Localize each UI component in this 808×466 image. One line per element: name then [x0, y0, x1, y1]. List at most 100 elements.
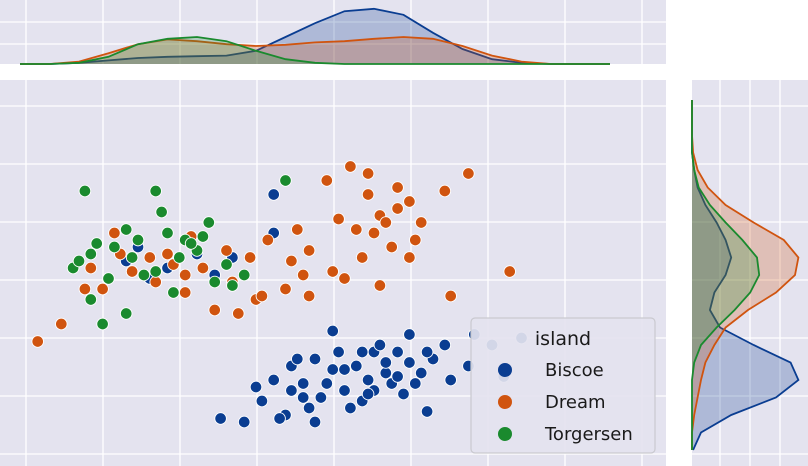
point-torgersen — [119, 307, 133, 320]
point-biscoe — [397, 387, 410, 401]
point-torgersen — [279, 174, 292, 187]
point-biscoe — [338, 384, 351, 397]
point-torgersen — [108, 240, 121, 254]
point-dream — [391, 202, 404, 215]
point-dream — [361, 188, 375, 201]
point-biscoe — [444, 373, 457, 387]
point-torgersen — [90, 237, 103, 250]
point-dream — [220, 244, 233, 257]
point-dream — [409, 233, 422, 247]
legend-marker-biscoe — [498, 363, 512, 377]
legend-marker-torgersen — [498, 427, 512, 441]
point-dream — [414, 216, 428, 229]
point-dream — [379, 216, 393, 229]
point-torgersen — [208, 275, 221, 289]
legend-marker-dream — [498, 395, 512, 409]
point-dream — [344, 160, 357, 173]
point-biscoe — [403, 356, 416, 369]
marginal-x-kde — [20, 7, 610, 65]
point-dream — [261, 233, 275, 247]
point-biscoe — [255, 394, 269, 408]
point-biscoe — [214, 412, 227, 425]
point-biscoe — [420, 345, 434, 359]
point-torgersen — [167, 286, 180, 299]
point-biscoe — [273, 412, 286, 425]
point-biscoe — [326, 324, 339, 338]
point-dream — [232, 307, 245, 320]
point-torgersen — [96, 317, 109, 331]
point-biscoe — [267, 373, 280, 387]
point-dream — [462, 167, 475, 180]
legend-box — [470, 317, 656, 454]
point-dream — [78, 282, 92, 296]
point-dream — [373, 279, 387, 292]
point-biscoe — [308, 352, 322, 366]
point-dream — [55, 317, 68, 331]
point-torgersen — [226, 279, 239, 292]
point-biscoe — [308, 415, 322, 429]
legend-label-biscoe: Biscoe — [545, 360, 604, 381]
point-dream — [385, 240, 398, 254]
point-biscoe — [414, 366, 428, 380]
point-biscoe — [302, 401, 316, 415]
point-dream — [320, 174, 334, 187]
point-biscoe — [296, 377, 310, 390]
kde-fill-y-biscoe — [692, 100, 799, 450]
point-dream — [279, 282, 292, 296]
point-torgersen — [78, 184, 92, 198]
point-dream — [291, 223, 304, 236]
point-biscoe — [420, 405, 434, 418]
kde-line-x-torgersen — [20, 36, 610, 65]
point-torgersen — [137, 268, 151, 282]
legend-title: island — [535, 328, 591, 350]
marginal-y-kde — [691, 100, 800, 451]
point-dream — [391, 181, 404, 194]
point-biscoe — [344, 401, 357, 415]
point-biscoe — [326, 363, 339, 376]
point-biscoe — [391, 370, 404, 383]
point-dream — [355, 251, 369, 264]
point-dream — [208, 303, 221, 317]
point-torgersen — [84, 293, 98, 306]
point-biscoe — [285, 384, 298, 397]
point-biscoe — [391, 345, 404, 359]
point-torgersen — [125, 251, 139, 264]
point-torgersen — [155, 205, 168, 219]
legend: island Biscoe Dream Torgersen — [470, 317, 656, 454]
point-torgersen — [119, 223, 133, 236]
point-dream — [361, 167, 375, 180]
point-torgersen — [184, 237, 198, 250]
point-dream — [96, 282, 109, 296]
legend-label-torgersen: Torgersen — [544, 424, 633, 445]
kde-line-y-dream — [691, 100, 800, 450]
point-biscoe — [379, 356, 393, 369]
kde-fill-x-biscoe — [20, 8, 610, 65]
point-torgersen — [220, 258, 233, 271]
kde-fill-y-dream — [692, 100, 799, 450]
point-dream — [255, 289, 269, 303]
point-biscoe — [314, 391, 328, 404]
point-dream — [326, 265, 339, 278]
point-dream — [338, 272, 351, 285]
point-torgersen — [161, 226, 174, 240]
point-dream — [367, 226, 381, 240]
kde-line-y-torgersen — [691, 100, 761, 450]
point-dream — [31, 335, 44, 348]
point-torgersen — [84, 247, 98, 261]
kde-fill-x-torgersen — [20, 37, 610, 64]
point-biscoe — [403, 328, 416, 341]
point-dream — [149, 275, 162, 289]
kde-line-x-biscoe — [20, 7, 610, 65]
point-biscoe — [361, 373, 375, 387]
point-dream — [143, 251, 157, 264]
point-torgersen — [72, 254, 86, 268]
point-biscoe — [379, 366, 393, 380]
point-dream — [503, 265, 516, 278]
legend-label-dream: Dream — [545, 392, 606, 413]
point-dream — [161, 247, 174, 261]
point-biscoe — [361, 387, 375, 401]
point-biscoe — [355, 345, 369, 359]
kde-line-x-dream — [20, 36, 610, 65]
point-biscoe — [409, 377, 422, 390]
